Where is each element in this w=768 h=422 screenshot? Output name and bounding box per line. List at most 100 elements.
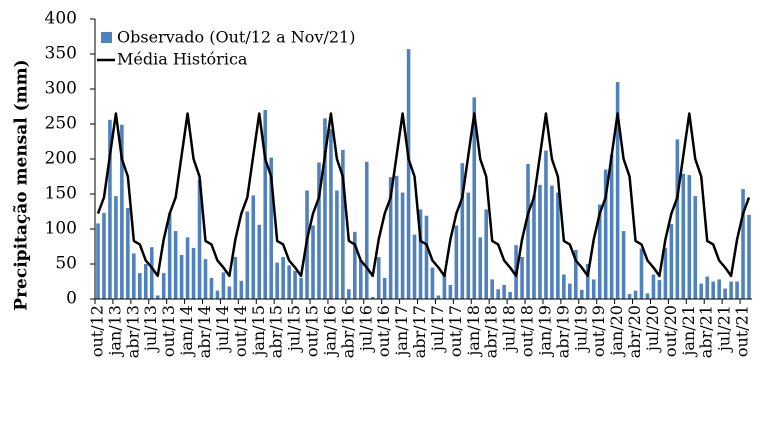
bar: [263, 110, 268, 299]
bar: [227, 286, 232, 299]
bar: [376, 257, 381, 299]
bar: [299, 278, 303, 299]
bar: [460, 163, 465, 299]
bar: [615, 82, 620, 299]
bar: [370, 296, 375, 299]
bar: [693, 196, 698, 299]
bar: [657, 280, 662, 299]
bar: [287, 265, 291, 299]
x-tick-label: out/20: [661, 305, 680, 357]
bar: [120, 124, 124, 299]
x-tick-label: abr/17: [410, 305, 429, 358]
bar: [585, 264, 590, 299]
bar: [221, 272, 226, 299]
bar: [406, 49, 411, 299]
bar: [329, 128, 333, 299]
bar: [711, 281, 715, 299]
y-axis-title: Precipitação mensal (mm): [12, 59, 32, 310]
x-tick-label: jan/18: [464, 305, 483, 358]
x-tick-label: jul/17: [428, 305, 447, 353]
bar: [579, 289, 584, 299]
bar: [448, 285, 453, 299]
x-tick-label: jul/16: [356, 305, 375, 353]
bar: [269, 157, 273, 299]
bar: [358, 260, 363, 299]
bar: [723, 288, 727, 299]
bar: [114, 196, 118, 299]
x-tick-label: jul/14: [213, 305, 232, 353]
bar: [520, 257, 524, 299]
x-tick-label: jan/16: [320, 305, 339, 358]
x-tick-label: out/14: [231, 305, 250, 357]
y-tick-label: 0: [66, 289, 77, 309]
bar: [735, 281, 739, 299]
bar: [442, 273, 447, 299]
x-tick-label: jul/15: [285, 305, 304, 353]
bar: [478, 237, 483, 299]
bar: [335, 190, 339, 299]
y-tick-label: 50: [55, 254, 77, 274]
x-tick-label: jan/13: [105, 305, 124, 358]
y-tick-label: 150: [45, 184, 77, 204]
bar: [281, 257, 285, 299]
legend-label: Observado (Out/12 a Nov/21): [117, 28, 355, 47]
bar: [651, 274, 656, 299]
x-tick-label: out/15: [303, 305, 322, 357]
x-tick-label: jan/19: [535, 305, 554, 358]
bar: [364, 161, 369, 299]
x-tick-label: jan/20: [607, 305, 626, 358]
x-tick-label: abr/19: [553, 305, 572, 358]
bar: [108, 119, 112, 299]
bar: [275, 262, 279, 299]
x-tick-label: jul/13: [141, 305, 160, 353]
bar: [138, 273, 142, 299]
bar: [526, 163, 530, 299]
bar: [621, 231, 626, 299]
x-tick-label: abr/21: [697, 305, 716, 358]
bar: [675, 139, 680, 299]
y-tick-label: 250: [45, 114, 77, 134]
x-tick-label: jul/21: [715, 305, 734, 353]
bar: [430, 267, 435, 299]
bar: [185, 237, 190, 299]
bar: [323, 118, 327, 300]
bar: [597, 204, 602, 299]
x-tick-label: abr/13: [123, 305, 142, 358]
bar: [126, 208, 130, 299]
bar: [484, 209, 489, 299]
bar: [532, 195, 536, 299]
bar: [472, 97, 477, 300]
bar: [454, 225, 459, 299]
bar: [681, 173, 686, 299]
bar: [556, 192, 560, 299]
bar: [747, 215, 751, 299]
bar: [245, 211, 250, 299]
x-tick-label: abr/15: [267, 305, 286, 358]
bar: [197, 180, 202, 299]
bar: [317, 162, 321, 299]
bar: [699, 283, 704, 299]
bar: [132, 253, 136, 299]
bar: [574, 250, 578, 299]
bar: [394, 175, 399, 299]
x-tick-label: jan/21: [679, 305, 698, 358]
bar: [550, 185, 554, 299]
bar: [388, 177, 393, 299]
bar: [466, 192, 471, 299]
x-tick-label: abr/16: [338, 305, 357, 358]
bar: [717, 279, 721, 299]
bar: [609, 154, 614, 299]
x-tick-label: out/13: [159, 305, 178, 357]
bar: [591, 279, 596, 299]
bar: [209, 278, 214, 299]
y-tick-label: 300: [45, 79, 77, 99]
bar: [143, 264, 148, 299]
bar: [627, 294, 632, 299]
bar: [239, 280, 244, 299]
y-tick-label: 350: [45, 44, 77, 64]
bar: [102, 212, 106, 299]
bar: [729, 281, 733, 299]
bar: [418, 209, 423, 299]
bar: [149, 247, 154, 299]
